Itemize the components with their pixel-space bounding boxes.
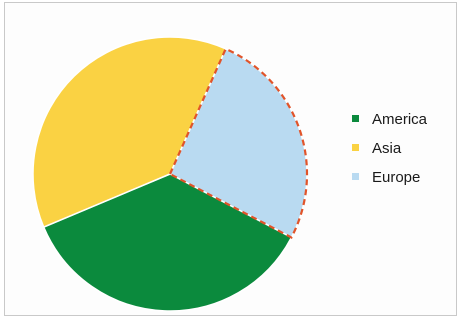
legend-label-asia: Asia <box>372 140 402 157</box>
highlight-outline <box>168 47 309 239</box>
legend: America Asia Europe <box>352 111 428 186</box>
legend-swatch-america <box>352 115 359 122</box>
legend-swatch-europe <box>352 173 359 180</box>
legend-label-america: America <box>372 111 428 128</box>
legend-label-europe: Europe <box>372 169 420 186</box>
legend-swatch-asia <box>352 144 359 151</box>
pie-slice-america <box>42 173 293 312</box>
pie-slices <box>32 36 308 312</box>
pie-slice-asia <box>32 36 227 229</box>
